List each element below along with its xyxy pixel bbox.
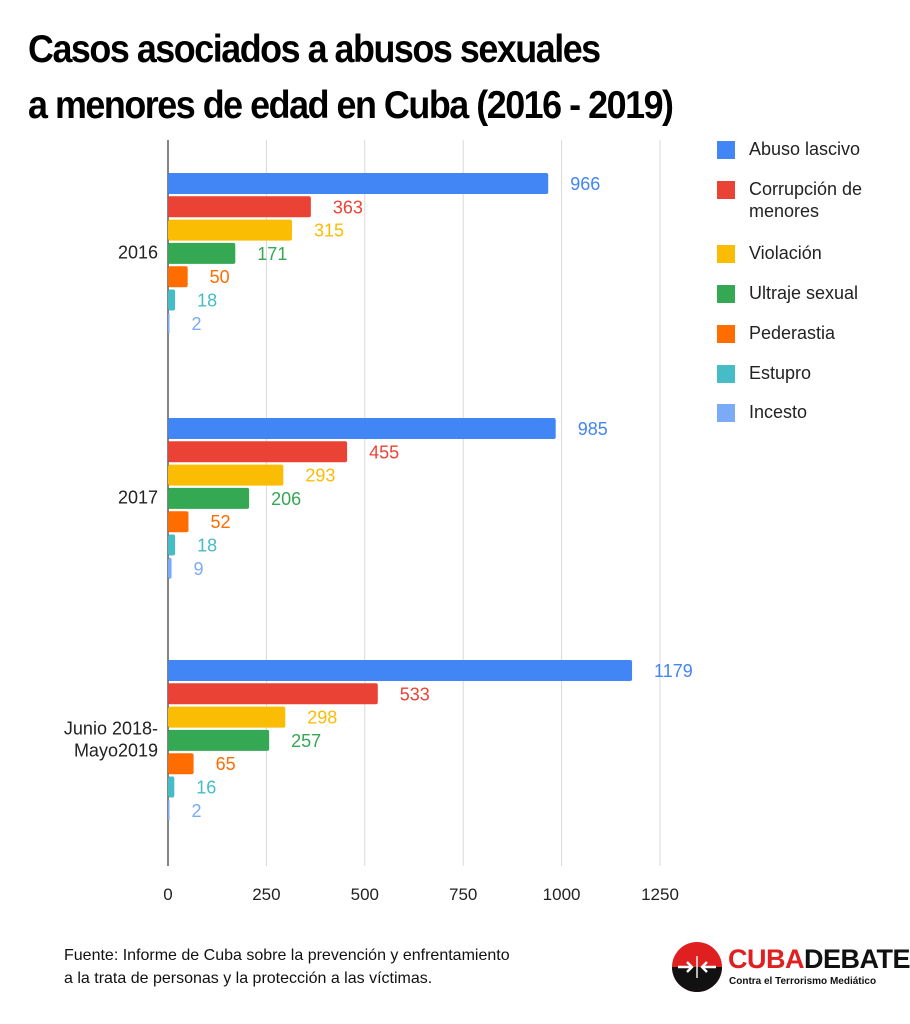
- bar: [168, 776, 175, 798]
- bar: [168, 266, 188, 288]
- data-label: 257: [291, 731, 321, 751]
- bar: [168, 729, 270, 751]
- legend-swatch: [717, 404, 735, 422]
- data-label: 18: [197, 536, 217, 556]
- legend-label: Ultraje sexual: [749, 283, 859, 303]
- x-tick-label: 750: [449, 885, 477, 904]
- data-label: 363: [333, 197, 363, 217]
- bar: [168, 534, 176, 556]
- data-label: 966: [570, 174, 600, 194]
- bar: [168, 441, 348, 463]
- chart-title-line-1: Casos asociados a abusos sexuales: [28, 28, 601, 71]
- data-label: 16: [196, 778, 216, 798]
- category-label: 2017: [118, 488, 158, 508]
- legend-item: Ultraje sexual: [717, 282, 899, 304]
- source-line-2: a la trata de personas y la protección a…: [64, 970, 433, 987]
- bar: [168, 289, 176, 311]
- legend-item: Pederastia: [717, 322, 899, 344]
- chart-title-line-2: a menores de edad en Cuba (2016 - 2019): [28, 84, 674, 127]
- data-label: 533: [400, 684, 430, 704]
- x-tick-label: 250: [252, 885, 280, 904]
- bar: [168, 557, 172, 579]
- legend-item: Violación: [717, 242, 899, 264]
- bar: [168, 173, 549, 194]
- legend-swatch: [717, 285, 735, 303]
- chart-title: Casos asociados a abusos sexuales a meno…: [28, 22, 819, 134]
- bar: [168, 196, 311, 218]
- bar: [168, 312, 170, 334]
- logo-wordmark-debate: DEBATE: [804, 944, 910, 974]
- bar: [168, 706, 286, 728]
- bar: [168, 487, 250, 509]
- x-tick-label: 500: [351, 885, 379, 904]
- logo-wordmark: CUBADEBATE: [728, 944, 910, 974]
- bar: [168, 683, 378, 705]
- data-label: 9: [194, 559, 204, 579]
- source-note: Fuente: Informe de Cuba sobre la prevenc…: [64, 944, 510, 990]
- bar: [168, 511, 189, 533]
- bar: [168, 799, 170, 821]
- bar: [168, 418, 556, 439]
- legend-item: Corrupción de menores: [717, 178, 899, 222]
- legend-label-line: Corrupción de: [749, 179, 863, 199]
- legend-item: Incesto: [717, 401, 899, 423]
- legend-label-line: menores: [749, 201, 820, 221]
- data-label: 52: [210, 512, 230, 532]
- x-tick-label: 1250: [641, 885, 679, 904]
- data-label: 65: [216, 754, 236, 774]
- legend-label: Violación: [749, 243, 822, 263]
- legend-swatch: [717, 141, 735, 159]
- legend-label: Incesto: [749, 402, 808, 422]
- data-label: 18: [197, 291, 217, 311]
- data-label: 206: [271, 489, 301, 509]
- legend-swatch: [717, 325, 735, 343]
- bar: [168, 660, 633, 681]
- legend-swatch: [717, 181, 735, 199]
- bar: [168, 219, 292, 241]
- data-label: 50: [210, 267, 230, 287]
- data-label: 298: [307, 708, 337, 728]
- data-label: 2: [192, 801, 202, 821]
- logo-wordmark-cuba: CUBA: [728, 944, 805, 974]
- legend-label: Corrupción de menores: [749, 178, 899, 222]
- x-tick-label: 0: [163, 885, 172, 904]
- cubadebate-logo: CUBADEBATE Contra el Terrorismo Mediátic…: [672, 942, 910, 998]
- legend-swatch: [717, 365, 735, 383]
- logo-tagline: Contra el Terrorismo Mediático: [729, 976, 877, 987]
- legend-label: Estupro: [749, 363, 812, 383]
- data-label: 455: [369, 442, 399, 462]
- legend-item: Estupro: [717, 362, 899, 384]
- legend-label: Abuso lascivo: [749, 139, 861, 159]
- data-label: 171: [257, 244, 287, 264]
- bar: [168, 242, 236, 264]
- x-tick-label: 1000: [543, 885, 581, 904]
- bar: [168, 464, 284, 486]
- data-label: 293: [305, 466, 335, 486]
- data-label: 2: [192, 314, 202, 334]
- legend-swatch: [717, 245, 735, 263]
- category-label: 2016: [118, 243, 158, 263]
- source-line-1: Fuente: Informe de Cuba sobre la prevenc…: [64, 947, 510, 964]
- category-label: Mayo2019: [74, 741, 158, 761]
- data-label: 985: [578, 419, 608, 439]
- category-label: Junio 2018-: [64, 719, 158, 739]
- bar: [168, 753, 194, 775]
- legend-item: Abuso lascivo: [717, 138, 899, 160]
- legend-label: Pederastia: [749, 323, 836, 343]
- data-label: 1179: [654, 661, 693, 681]
- cubadebate-logo-icon: [672, 942, 722, 992]
- data-label: 315: [314, 221, 344, 241]
